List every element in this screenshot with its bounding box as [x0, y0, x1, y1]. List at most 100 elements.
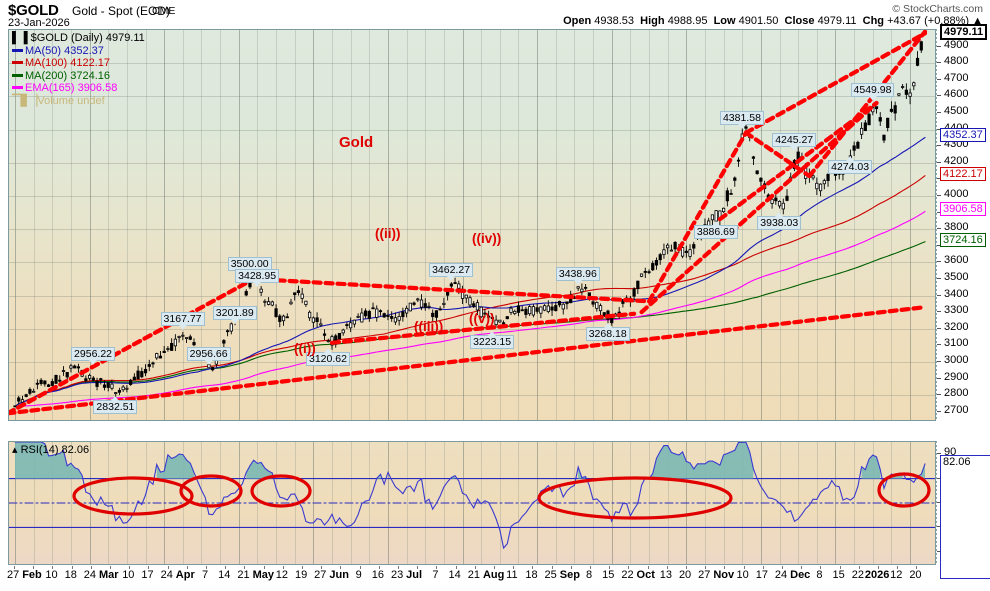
date-axis-tick	[225, 566, 227, 569]
price-axis-tick-label: 3500	[944, 270, 969, 283]
date-axis-tick	[685, 566, 687, 569]
date-axis-label: 22	[851, 569, 864, 581]
date-axis-tick	[705, 566, 707, 569]
price-axis-tick-label: 3200	[944, 320, 969, 333]
date-axis-tick	[513, 566, 515, 569]
ma100-line	[14, 175, 926, 407]
gridline	[33, 442, 35, 564]
date-axis-tick	[397, 566, 399, 569]
trendline-upper-descending	[251, 276, 652, 304]
date-axis-tick	[148, 566, 150, 569]
gridline	[854, 30, 856, 420]
close-label: Close	[784, 15, 815, 27]
date-axis-tick	[589, 566, 591, 569]
date-axis-label: 18	[64, 569, 77, 581]
date-axis-label: 14	[448, 569, 461, 581]
gridline	[443, 30, 445, 420]
symbol-description: Gold - Spot (EOD)	[72, 4, 171, 18]
chart-header: $GOLD Gold - Spot (EOD) CME 23-Jan-2026 …	[0, 0, 990, 29]
price-axis-tick-label: 4500	[944, 104, 969, 117]
gridline	[667, 30, 669, 420]
date-axis-tick	[340, 566, 342, 569]
gridline	[574, 30, 576, 420]
date-axis-label: 18	[525, 569, 538, 581]
date-axis-tick	[493, 566, 495, 569]
gridline	[649, 30, 651, 420]
rsi-highlight-ellipse	[250, 474, 312, 508]
date-axis-tick	[167, 566, 169, 569]
price-callout: 3428.95	[235, 268, 280, 287]
price-axis-tick-label: 4800	[944, 55, 969, 68]
date-axis-label: 27	[698, 569, 711, 581]
gridline	[891, 30, 893, 420]
price-axis[interactable]: 2700 2800 2900 3000 3100 3200 3300 3400 3500 3600…	[937, 29, 990, 421]
gridline	[555, 30, 557, 420]
date-axis-tick	[129, 566, 131, 569]
gridline	[52, 30, 54, 420]
trendline-lower-1	[9, 276, 256, 415]
date-axis-label: 8	[816, 569, 823, 581]
price-axis-tick-label: 3300	[944, 304, 969, 317]
date-axis-tick	[14, 566, 15, 569]
date-axis-tick	[897, 566, 899, 569]
date-axis-tick	[839, 566, 841, 569]
chg-value: +43.67 (+0.88%)	[887, 15, 970, 27]
gridline	[201, 30, 203, 420]
gridline	[164, 30, 166, 420]
gridline	[611, 30, 613, 420]
legend-volume: ▔▊▕Volume undef	[12, 94, 105, 107]
date-axis-tick	[417, 566, 419, 569]
close-value: 4979.11	[817, 15, 857, 27]
gridline	[593, 442, 595, 564]
ma50-swatch-icon	[12, 48, 23, 52]
date-axis-tick	[244, 566, 246, 569]
gridline	[872, 30, 874, 420]
date-axis-label: 8	[585, 569, 593, 581]
ema165-swatch-icon	[12, 86, 23, 90]
rsi-legend: ▴ RSI(14) 82.06	[12, 444, 90, 456]
date-axis-label: 24	[774, 569, 788, 581]
date-axis-tick	[820, 566, 822, 569]
date-axis-label: 16	[371, 569, 385, 581]
date-axis-tick	[801, 566, 803, 569]
elliott-wave-label: ((ii))	[375, 226, 401, 241]
date-axis-label: Oct	[636, 569, 655, 581]
rsi-icon: ▴	[12, 444, 18, 456]
chg-label: Chg	[862, 15, 885, 27]
gridline	[406, 30, 408, 420]
legend-ma100: MA(100) 4122.17	[12, 57, 145, 70]
rsi-series-svg	[9, 442, 935, 550]
date-axis-tick	[724, 566, 726, 569]
rsi-axis-rail	[936, 441, 937, 565]
rsi-plot-area[interactable]: ▴ RSI(14) 82.06	[8, 441, 936, 565]
price-axis-tick-label: 2800	[944, 387, 969, 400]
gridline	[9, 295, 935, 297]
gridline	[9, 395, 935, 397]
date-axis[interactable]: 27 Feb 10 18 24 Mar 10 17 24 Apr 7 14 21 May 12 19 27 Jun…	[0, 566, 990, 591]
price-callout: 2956.22	[71, 347, 116, 366]
date-axis-label: 15	[602, 569, 615, 581]
price-plot-area[interactable]: ▌▐ $GOLD (Daily) 4979.11 MA(50) 4352.37 …	[8, 29, 936, 421]
gridline	[462, 30, 464, 420]
date-axis-tick	[282, 566, 284, 569]
gridline	[276, 30, 278, 420]
gridline	[910, 30, 912, 420]
price-callout: 3886.69	[693, 220, 738, 239]
low-value: 4901.50	[738, 15, 779, 27]
price-callout: 2956.66	[186, 347, 231, 366]
date-axis-label: 15	[832, 569, 845, 581]
elliott-wave-label: ((v))	[469, 311, 495, 326]
price-axis-tick-label: 3800	[944, 221, 969, 234]
direction-arrow-icon: ▲	[972, 15, 983, 27]
date-axis-tick	[647, 566, 649, 569]
price-callout: 3438.96	[555, 267, 600, 286]
gridline	[369, 442, 371, 564]
date-axis-tick	[858, 566, 860, 569]
price-callout: 4549.98	[850, 82, 895, 101]
date-axis-label: Apr	[175, 569, 195, 581]
date-axis-label: Aug	[482, 569, 505, 581]
date-axis-tick	[90, 566, 92, 569]
gridline	[9, 195, 935, 197]
open-label: Open	[563, 15, 592, 27]
